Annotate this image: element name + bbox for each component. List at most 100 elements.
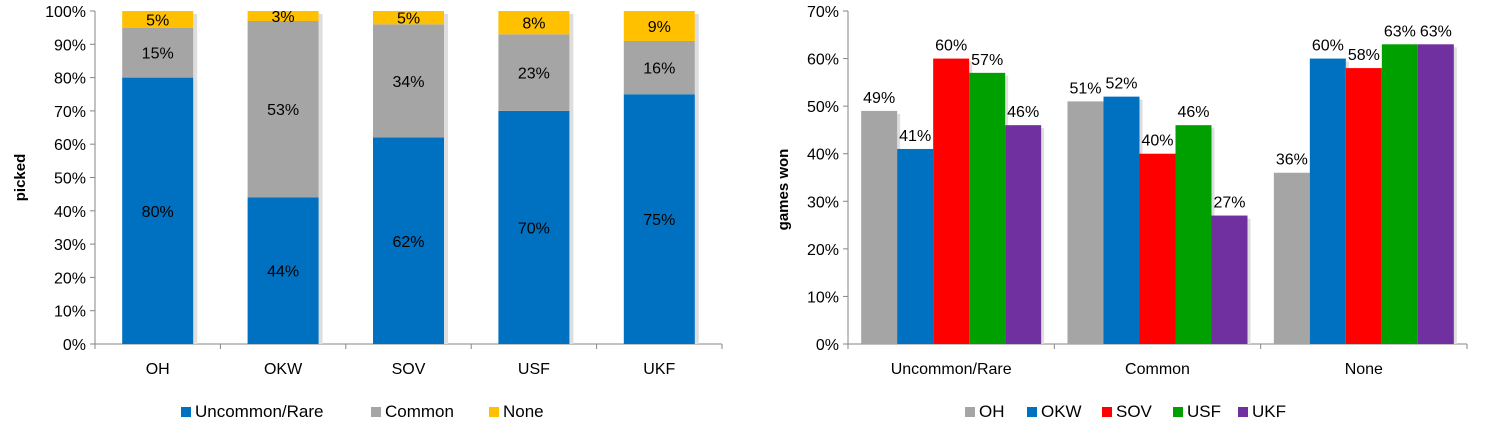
- y-tick-label: 20%: [807, 242, 839, 259]
- data-label: 58%: [1348, 47, 1380, 64]
- x-tick-label: UKF: [643, 361, 675, 378]
- x-tick-label: None: [1345, 361, 1383, 378]
- bar-none-sov: [1345, 68, 1382, 344]
- y-tick-label: 0%: [816, 337, 839, 354]
- bar-oh-none: [122, 11, 194, 28]
- data-label: 46%: [1007, 104, 1039, 121]
- data-label: 5%: [146, 12, 169, 29]
- bar-oh-common: [122, 27, 194, 78]
- bar-ukf-none: [623, 11, 695, 41]
- data-label: 70%: [518, 220, 550, 237]
- y-tick-label: 80%: [54, 71, 86, 88]
- bar-shadow: [1041, 128, 1045, 344]
- data-label: 40%: [1141, 133, 1173, 150]
- data-label: 46%: [1177, 104, 1209, 121]
- bar-ukf-common: [623, 40, 695, 95]
- y-tick-label: 30%: [807, 194, 839, 211]
- legend-label-sov: SOV: [1116, 402, 1153, 421]
- data-label: 8%: [522, 16, 545, 33]
- bar-none-usf: [1381, 44, 1418, 345]
- legend-swatch-sov: [1102, 407, 1112, 417]
- data-label: 3%: [272, 9, 295, 26]
- legend-label-common: Common: [385, 402, 454, 421]
- y-tick-label: 50%: [54, 171, 86, 188]
- data-label: 52%: [1105, 76, 1137, 93]
- data-label: 16%: [643, 61, 675, 78]
- data-label: 62%: [392, 234, 424, 251]
- bar-shadow: [1453, 47, 1457, 345]
- bar-shadow: [193, 14, 198, 344]
- y-tick-label: 90%: [54, 37, 86, 54]
- data-label: 60%: [935, 38, 967, 55]
- bar-common-oh: [1067, 101, 1104, 344]
- bar-shadow: [569, 14, 574, 344]
- y-axis-title: picked: [12, 154, 29, 202]
- legend-swatch-ukf: [1238, 407, 1248, 417]
- legend-swatch-usf: [1173, 407, 1183, 417]
- games-won-clustered-bar-chart: 0%10%20%30%40%50%60%70%49%41%60%57%46%Un…: [775, 4, 1468, 421]
- x-tick-label: Uncommon/Rare: [891, 361, 1012, 378]
- legend-swatch-oh: [965, 407, 975, 417]
- bar-ukf-uncommon-rare: [623, 94, 695, 344]
- legend-label-uncommon-rare: Uncommon/Rare: [195, 402, 324, 421]
- data-label: 80%: [142, 204, 174, 221]
- bar-oh-uncommon-rare: [122, 77, 194, 344]
- data-label: 9%: [648, 19, 671, 36]
- data-label: 36%: [1276, 152, 1308, 169]
- x-tick-label: OKW: [264, 361, 303, 378]
- data-label: 60%: [1312, 38, 1344, 55]
- data-label: 51%: [1069, 80, 1101, 97]
- data-label: 49%: [863, 90, 895, 107]
- bar-shadow: [318, 14, 323, 344]
- bar-shadow: [694, 14, 699, 344]
- data-label: 53%: [267, 102, 299, 119]
- data-label: 41%: [899, 128, 931, 145]
- y-tick-label: 10%: [54, 304, 86, 321]
- bar-usf-uncommon-rare: [498, 110, 570, 345]
- bar-common-okw: [1103, 96, 1140, 344]
- bar-shadow: [1247, 218, 1251, 344]
- data-label: 63%: [1384, 23, 1416, 40]
- bar-sov-common: [373, 24, 444, 138]
- bar-uncommon-rare-okw: [897, 148, 934, 344]
- data-label: 5%: [397, 11, 420, 28]
- y-tick-label: 100%: [45, 4, 86, 21]
- x-tick-label: OH: [146, 361, 170, 378]
- picked-stacked-bar-chart: 0% 10% 20% 30% 40% 50% 60% 70% 80% 90% 100% 80% 15% 5…: [12, 4, 723, 421]
- data-label: 27%: [1213, 195, 1245, 212]
- y-axis-title: games won: [775, 149, 792, 231]
- bar-none-oh: [1273, 172, 1310, 344]
- legend-label-usf: USF: [1187, 402, 1221, 421]
- bar-okw-uncommon-rare: [247, 197, 319, 344]
- bar-okw-common: [247, 20, 319, 198]
- legend-label-none: None: [503, 402, 544, 421]
- data-label: 15%: [142, 46, 174, 63]
- y-tick-label: 30%: [54, 237, 86, 254]
- legend-swatch-common: [371, 407, 381, 417]
- legend-swatch-okw: [1027, 407, 1037, 417]
- legend-label-ukf: UKF: [1252, 402, 1286, 421]
- bar-none-ukf: [1417, 44, 1454, 345]
- bar-common-ukf: [1211, 215, 1248, 344]
- x-tick-label: SOV: [392, 361, 426, 378]
- x-tick-label: Common: [1125, 361, 1190, 378]
- legend-label-oh: OH: [979, 402, 1005, 421]
- bar-common-usf: [1175, 125, 1212, 345]
- y-tick-label: 50%: [807, 99, 839, 116]
- bar-uncommon-rare-ukf: [1005, 125, 1042, 345]
- y-tick-label: 70%: [807, 4, 839, 21]
- bar-uncommon-rare-oh: [861, 110, 898, 345]
- data-label: 44%: [267, 264, 299, 281]
- legend-swatch-none: [489, 407, 499, 417]
- data-label: 23%: [518, 66, 550, 83]
- x-tick-label: USF: [518, 361, 550, 378]
- y-tick-label: 60%: [54, 137, 86, 154]
- y-tick-label: 20%: [54, 270, 86, 287]
- y-tick-label: 60%: [807, 52, 839, 69]
- bar-sov-none: [373, 11, 444, 25]
- bar-shadow: [444, 14, 448, 344]
- data-label: 63%: [1420, 23, 1452, 40]
- y-tick-label: 10%: [807, 289, 839, 306]
- y-tick-label: 40%: [807, 147, 839, 164]
